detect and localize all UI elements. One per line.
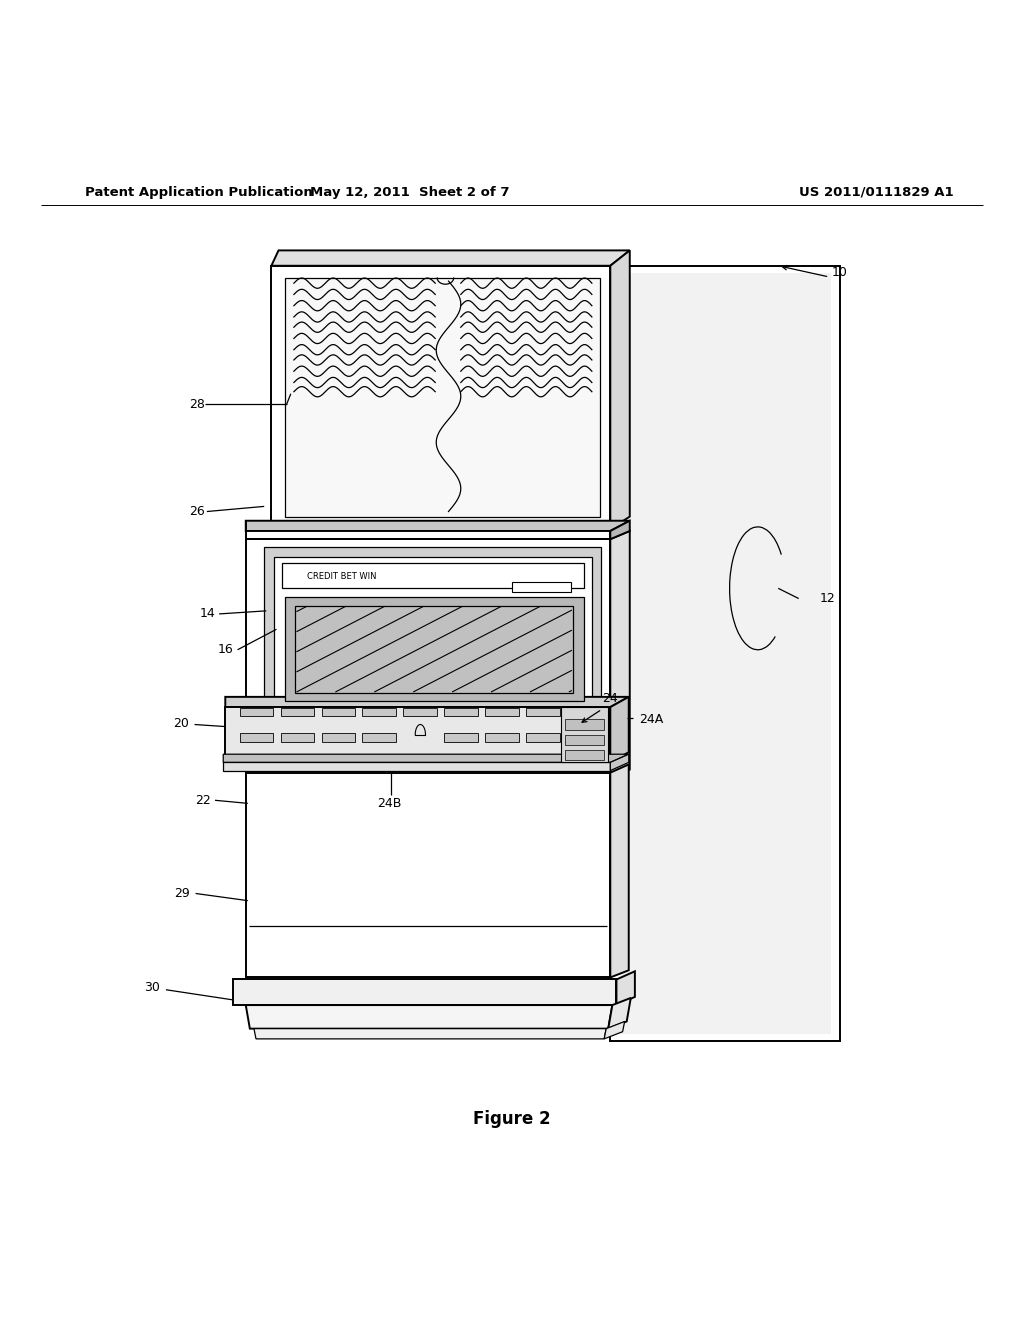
Polygon shape: [281, 733, 314, 742]
Polygon shape: [526, 708, 560, 717]
Text: 16: 16: [217, 643, 233, 656]
Text: 24B: 24B: [377, 797, 401, 810]
Polygon shape: [565, 735, 604, 744]
Polygon shape: [565, 750, 604, 760]
Polygon shape: [444, 733, 478, 742]
Polygon shape: [322, 708, 355, 717]
Polygon shape: [362, 708, 396, 717]
Polygon shape: [485, 733, 519, 742]
Text: 24A: 24A: [639, 713, 664, 726]
Polygon shape: [225, 697, 629, 708]
Text: US 2011/0111829 A1: US 2011/0111829 A1: [799, 186, 953, 198]
Polygon shape: [233, 979, 616, 1005]
Polygon shape: [561, 708, 608, 763]
Polygon shape: [246, 772, 610, 977]
Polygon shape: [610, 697, 629, 763]
Polygon shape: [281, 708, 314, 717]
Text: May 12, 2011  Sheet 2 of 7: May 12, 2011 Sheet 2 of 7: [310, 186, 509, 198]
Text: 14: 14: [200, 607, 216, 620]
Polygon shape: [610, 251, 630, 529]
Polygon shape: [254, 1028, 606, 1039]
Polygon shape: [610, 531, 630, 777]
Polygon shape: [444, 708, 478, 717]
Polygon shape: [295, 606, 573, 693]
Text: 24: 24: [602, 693, 618, 705]
Polygon shape: [610, 754, 629, 771]
Text: 29: 29: [174, 887, 190, 900]
Text: 12: 12: [819, 593, 836, 605]
Polygon shape: [246, 1005, 612, 1028]
Text: CREDIT BET WIN: CREDIT BET WIN: [307, 572, 377, 581]
Text: 28: 28: [188, 397, 205, 411]
Polygon shape: [362, 733, 396, 742]
Polygon shape: [274, 557, 592, 763]
Text: 30: 30: [143, 981, 160, 994]
Polygon shape: [610, 265, 840, 1041]
Polygon shape: [403, 708, 437, 717]
Polygon shape: [620, 273, 831, 1034]
Polygon shape: [223, 763, 610, 771]
Text: 26: 26: [188, 506, 205, 517]
Polygon shape: [264, 548, 601, 770]
Polygon shape: [610, 520, 630, 539]
Polygon shape: [604, 1022, 625, 1039]
Polygon shape: [565, 719, 604, 730]
Polygon shape: [285, 597, 584, 701]
Polygon shape: [512, 582, 571, 593]
Polygon shape: [282, 562, 584, 589]
Text: 10: 10: [831, 267, 848, 280]
Text: 22: 22: [195, 793, 211, 807]
Polygon shape: [285, 279, 600, 516]
Text: Patent Application Publication: Patent Application Publication: [85, 186, 312, 198]
Polygon shape: [271, 265, 610, 529]
Polygon shape: [225, 708, 610, 763]
Polygon shape: [240, 733, 273, 742]
Polygon shape: [271, 251, 630, 265]
Polygon shape: [246, 520, 630, 531]
Polygon shape: [240, 708, 273, 717]
Polygon shape: [616, 972, 635, 1005]
Polygon shape: [322, 733, 355, 742]
Polygon shape: [485, 708, 519, 717]
Text: Figure 2: Figure 2: [473, 1110, 551, 1127]
Polygon shape: [246, 539, 610, 777]
Polygon shape: [223, 754, 629, 763]
Polygon shape: [526, 733, 560, 742]
Polygon shape: [610, 764, 629, 977]
Text: 20: 20: [173, 717, 189, 730]
Polygon shape: [608, 998, 631, 1028]
